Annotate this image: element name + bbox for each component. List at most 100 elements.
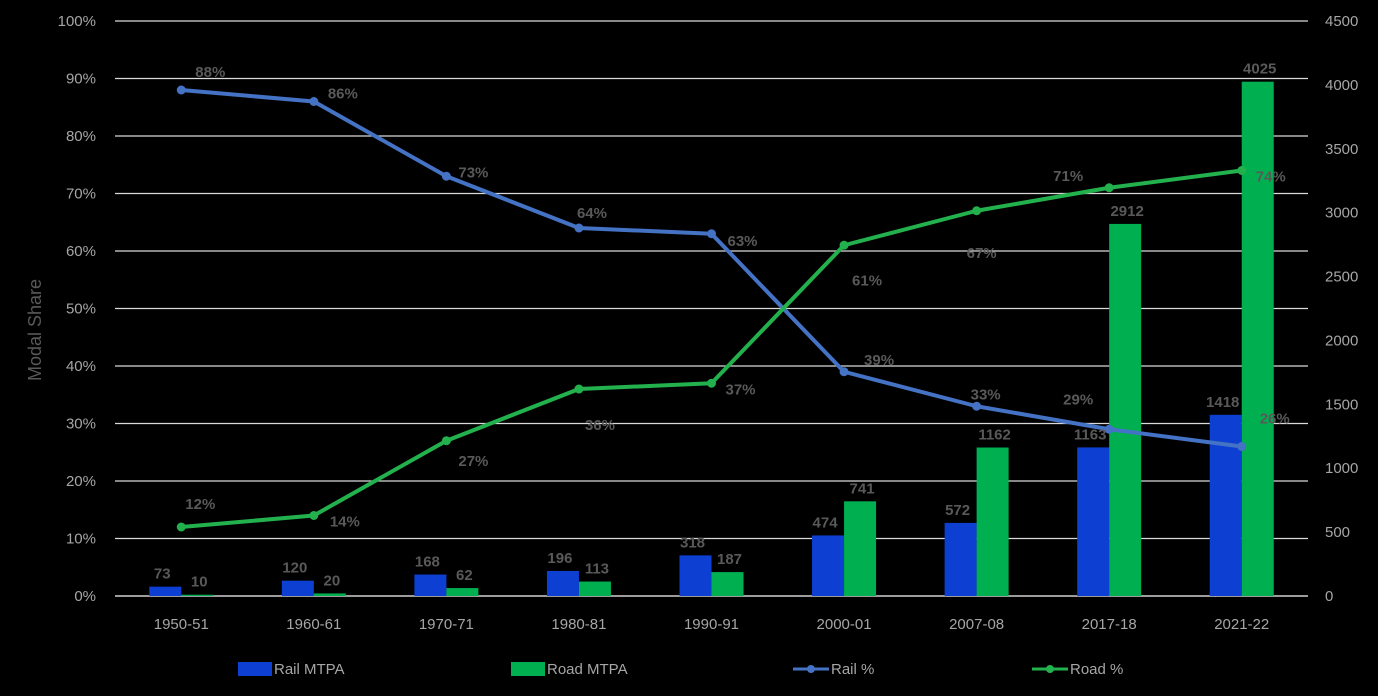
line-point bbox=[309, 511, 319, 520]
line-data-label: 64% bbox=[577, 205, 607, 222]
line-point bbox=[839, 367, 849, 377]
right-tick-label: 3000 bbox=[1325, 205, 1358, 222]
bar-road-mtpa bbox=[711, 572, 744, 596]
line-data-label: 27% bbox=[458, 453, 488, 470]
bar-rail-mtpa bbox=[944, 522, 977, 596]
line-point bbox=[309, 97, 319, 106]
left-tick-label: 30% bbox=[66, 416, 96, 433]
bar-road-mtpa bbox=[1241, 81, 1274, 596]
bar-data-label: 2912 bbox=[1110, 203, 1143, 220]
grid bbox=[115, 20, 1308, 597]
bar-rail-mtpa bbox=[149, 586, 182, 596]
bar-road-mtpa bbox=[313, 593, 346, 596]
line-data-label: 37% bbox=[726, 381, 756, 398]
bar-rail-mtpa bbox=[546, 570, 579, 596]
left-tick-label: 10% bbox=[66, 531, 96, 548]
bar-data-label: 1162 bbox=[978, 427, 1011, 444]
legend-label: Road % bbox=[1070, 661, 1123, 678]
axes: 0% 10% 20% 30% 40% 50% 60% 70% 80% 90% 100% 0 500 100… bbox=[58, 13, 1359, 633]
bar-rail-mtpa bbox=[281, 580, 314, 596]
left-tick-label: 90% bbox=[66, 71, 96, 88]
bar-data-label: 572 bbox=[945, 502, 970, 519]
lines bbox=[176, 85, 1247, 532]
line-data-label: 86% bbox=[328, 86, 358, 103]
right-tick-label: 3500 bbox=[1325, 141, 1358, 158]
right-tick-label: 2000 bbox=[1325, 332, 1358, 349]
x-tick-label: 2017-18 bbox=[1082, 616, 1137, 633]
line-data-label: 29% bbox=[1063, 391, 1093, 408]
legend-marker bbox=[807, 665, 815, 673]
right-tick-label: 1500 bbox=[1325, 396, 1358, 413]
line-point bbox=[1104, 424, 1114, 434]
line-data-label: 73% bbox=[458, 164, 488, 181]
bar-data-label: 120 bbox=[282, 560, 307, 577]
line-point bbox=[1104, 183, 1114, 193]
x-tick-label: 1970-71 bbox=[419, 616, 474, 633]
x-tick-label: 1950-51 bbox=[154, 616, 209, 633]
legend-label: Rail MTPA bbox=[274, 661, 345, 678]
bar-data-label: 741 bbox=[850, 480, 875, 497]
legend: Rail MTPA Road MTPA Rail % Road % bbox=[238, 661, 1123, 678]
right-tick-label: 2500 bbox=[1325, 269, 1358, 286]
line-data-label: 63% bbox=[728, 233, 758, 250]
x-tick-label: 2007-08 bbox=[949, 616, 1004, 633]
line-data-label: 39% bbox=[864, 352, 894, 369]
left-tick-label: 70% bbox=[66, 186, 96, 203]
line-data-label: 88% bbox=[195, 64, 225, 81]
line-point bbox=[839, 240, 849, 250]
x-tick-label: 1990-91 bbox=[684, 616, 739, 633]
line-data-label: 33% bbox=[971, 386, 1001, 403]
legend-marker bbox=[1046, 665, 1054, 673]
left-tick-label: 50% bbox=[66, 301, 96, 318]
bars bbox=[149, 81, 1274, 596]
bar-data-label: 10 bbox=[191, 574, 208, 591]
bar-data-label: 196 bbox=[547, 550, 572, 567]
bar-road-mtpa bbox=[578, 581, 611, 596]
bar-road-mtpa bbox=[976, 447, 1009, 596]
bar-rail-mtpa bbox=[1077, 447, 1110, 596]
bar-data-label: 318 bbox=[680, 534, 705, 551]
legend-swatch bbox=[238, 662, 272, 676]
y-axis-title: Modal Share bbox=[25, 279, 45, 381]
legend-label: Rail % bbox=[831, 661, 874, 678]
bar-data-label: 4025 bbox=[1243, 61, 1276, 78]
left-tick-label: 100% bbox=[58, 13, 96, 30]
bar-data-label: 187 bbox=[717, 551, 742, 568]
line-point bbox=[441, 171, 451, 181]
line-point bbox=[441, 436, 451, 446]
line-point bbox=[1237, 442, 1247, 451]
bar-road-mtpa bbox=[181, 594, 214, 596]
bar-data-label: 1418 bbox=[1206, 394, 1239, 411]
line-point bbox=[574, 223, 584, 233]
bar-data-label: 20 bbox=[323, 572, 340, 589]
bar-data-label: 474 bbox=[813, 514, 839, 531]
right-tick-label: 500 bbox=[1325, 524, 1350, 541]
right-tick-label: 4500 bbox=[1325, 13, 1358, 30]
bar-road-mtpa bbox=[844, 501, 877, 596]
x-tick-label: 1980-81 bbox=[551, 616, 606, 633]
bar-data-label: 168 bbox=[415, 554, 440, 571]
left-tick-label: 80% bbox=[66, 128, 96, 145]
line-point bbox=[176, 522, 186, 532]
right-tick-label: 0 bbox=[1325, 588, 1333, 605]
bar-rail-mtpa bbox=[679, 555, 712, 596]
legend-swatch bbox=[511, 662, 545, 676]
x-tick-label: 1960-61 bbox=[286, 616, 341, 633]
left-tick-label: 60% bbox=[66, 243, 96, 260]
line-point bbox=[574, 384, 584, 394]
left-tick-label: 0% bbox=[74, 588, 96, 605]
line-data-label: 71% bbox=[1053, 168, 1083, 185]
x-tick-label: 2000-01 bbox=[817, 616, 872, 633]
line-data-label: 26% bbox=[1260, 411, 1290, 428]
line-point bbox=[1237, 166, 1247, 175]
line-point bbox=[972, 206, 982, 216]
data-labels: 73 120 168 196 318 474 572 1163 1418 10 20 62 113 187… bbox=[154, 61, 1290, 591]
bar-data-label: 113 bbox=[585, 561, 609, 578]
line-point bbox=[176, 85, 186, 95]
line-data-label: 67% bbox=[967, 245, 997, 262]
line-data-label: 61% bbox=[852, 272, 882, 289]
x-tick-label: 2021-22 bbox=[1214, 616, 1269, 633]
bar-data-label: 1163 bbox=[1074, 426, 1107, 443]
line-data-label: 12% bbox=[185, 496, 215, 513]
